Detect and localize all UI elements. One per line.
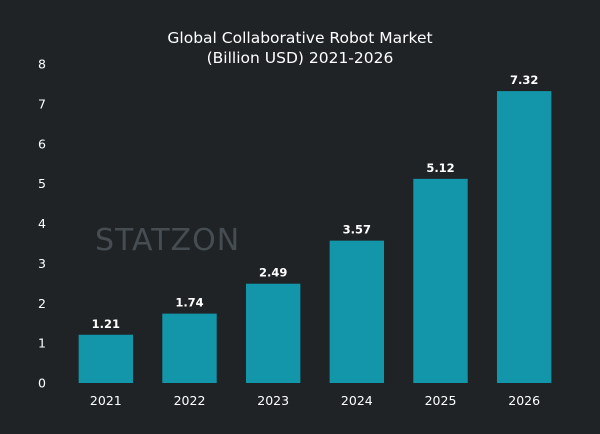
value-label-2021: 1.21 [92, 317, 120, 331]
x-tick-label-2021: 2021 [90, 393, 122, 408]
x-tick-label-2026: 2026 [508, 393, 540, 408]
x-tick-label-2025: 2025 [425, 393, 457, 408]
x-tick-label-2022: 2022 [174, 393, 206, 408]
value-labels: 1.21 1.74 2.49 3.57 5.12 7.32 [92, 73, 539, 331]
x-tick-label-2023: 2023 [257, 393, 289, 408]
x-axis: 2021 2022 2023 2024 2025 2026 [90, 393, 540, 408]
chart-title: Global Collaborative Robot Market [167, 29, 432, 47]
value-label-2025: 5.12 [426, 161, 454, 175]
value-label-2026: 7.32 [510, 73, 538, 87]
chart-subtitle: (Billion USD) 2021-2026 [207, 49, 394, 67]
bar-2022 [162, 313, 217, 383]
bar-2024 [329, 240, 385, 383]
y-tick-label: 5 [38, 176, 46, 191]
y-tick-label: 4 [38, 216, 46, 231]
value-label-2023: 2.49 [259, 266, 287, 280]
y-tick-label: 2 [38, 296, 46, 311]
y-tick-label: 3 [38, 256, 46, 271]
y-tick-label: 7 [38, 96, 46, 111]
y-tick-label: 1 [38, 336, 46, 351]
y-axis: 0 1 2 3 4 5 6 7 8 [38, 57, 46, 391]
y-tick-label: 6 [38, 136, 46, 151]
bar-2026 [496, 91, 552, 384]
statzon-watermark: STATZON [95, 223, 240, 258]
value-label-2024: 3.57 [343, 223, 371, 237]
bars [78, 91, 552, 384]
value-label-2022: 1.74 [175, 296, 203, 310]
y-tick-label: 8 [38, 57, 46, 72]
bar-2023 [245, 283, 301, 383]
bar-2021 [78, 334, 134, 383]
bar-2025 [413, 178, 468, 383]
y-tick-label: 0 [38, 376, 46, 391]
x-tick-label-2024: 2024 [341, 393, 373, 408]
